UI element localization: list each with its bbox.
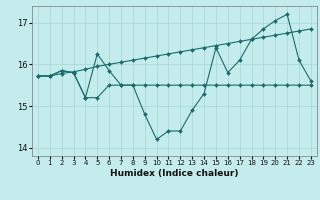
X-axis label: Humidex (Indice chaleur): Humidex (Indice chaleur) [110,169,239,178]
